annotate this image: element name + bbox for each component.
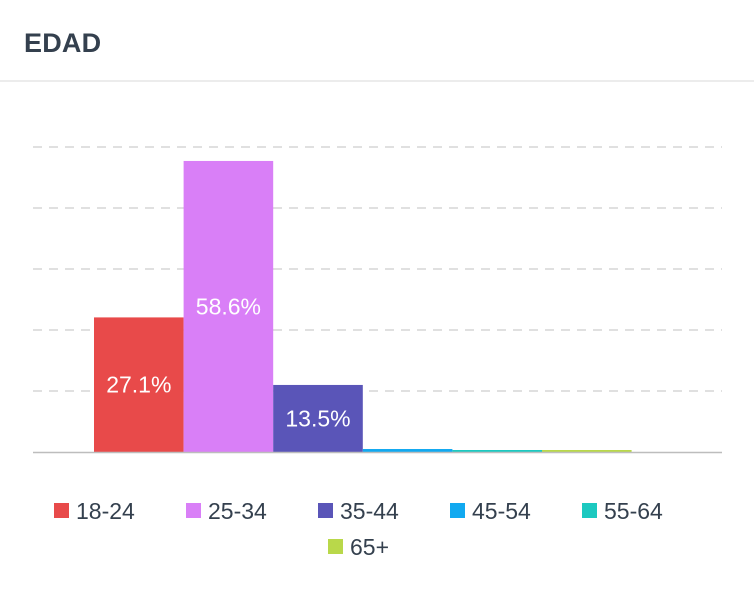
legend-swatch: [328, 539, 343, 554]
bar-55-64: [452, 450, 542, 452]
legend-label: 45-54: [472, 498, 531, 524]
legend-swatch: [186, 503, 201, 518]
data-label: 13.5%: [285, 405, 350, 431]
bar-35-44: [273, 384, 363, 452]
legend-item-25-34: 25-34: [186, 498, 267, 524]
legend-swatch: [450, 503, 465, 518]
legend-label: 18-24: [76, 498, 135, 524]
legend-item-35-44: 35-44: [318, 498, 399, 524]
legend-swatch: [318, 503, 333, 518]
legend-label: 25-34: [208, 498, 267, 524]
legend-swatch: [582, 503, 597, 518]
card-header: EDAD: [0, 0, 754, 82]
card-title: EDAD: [24, 28, 102, 58]
legend-item-45-54: 45-54: [450, 498, 531, 524]
legend-label: 65+: [350, 534, 389, 560]
bar-45-54: [362, 449, 453, 452]
legend-label: 35-44: [340, 498, 399, 524]
data-label: 58.6%: [196, 293, 261, 319]
bar-25-34: [183, 160, 274, 452]
legend-swatch: [54, 503, 69, 518]
legend-item-55-64: 55-64: [582, 498, 663, 524]
data-label: 27.1%: [106, 372, 171, 398]
legend-item-18-24: 18-24: [54, 498, 135, 524]
legend-item-65+: 65+: [328, 534, 389, 560]
bar-18-24: [94, 317, 184, 452]
legend-label: 55-64: [604, 498, 663, 524]
bar-65+: [542, 450, 632, 452]
